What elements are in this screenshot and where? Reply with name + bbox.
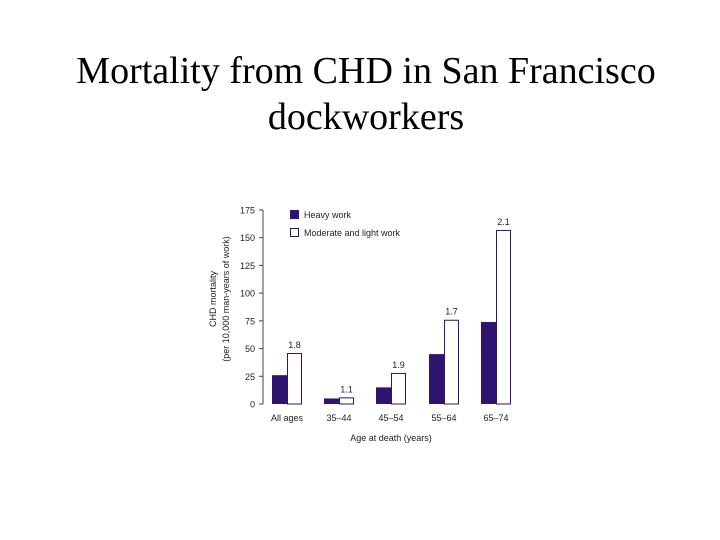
slide-title: Mortality from CHD in San Francisco dock… xyxy=(0,48,720,140)
legend-swatch-moderate-light-work xyxy=(290,228,299,237)
ratio-label: 1.8 xyxy=(288,340,301,350)
x-tick-label: 55–64 xyxy=(431,413,456,423)
chart-bars xyxy=(272,229,511,405)
chart-legend: Heavy work Moderate and light work xyxy=(290,210,401,238)
ratio-label: 2.1 xyxy=(497,217,510,227)
ratio-label: 1.1 xyxy=(340,384,353,394)
x-tick-label: 45–54 xyxy=(378,413,403,423)
bar-moderate-light-work xyxy=(339,397,354,405)
chart-axes: 0 25 50 75 100 125 150 175 CHD mortality (per 10,… xyxy=(208,206,432,444)
bar-moderate-light-work xyxy=(444,319,459,405)
y-tick-label: 100 xyxy=(240,289,255,299)
ratio-label: 1.9 xyxy=(392,360,405,370)
y-tick-label: 175 xyxy=(240,206,255,216)
bar-heavy-work xyxy=(376,387,391,404)
legend-label-heavy-work: Heavy work xyxy=(304,210,352,220)
y-axis-subtitle: (per 10,000 man-years of work) xyxy=(221,236,231,362)
x-axis-title: Age at death (years) xyxy=(350,433,432,443)
bar-moderate-light-work xyxy=(496,229,511,405)
y-tick-label: 50 xyxy=(245,344,255,354)
ratio-label: 1.7 xyxy=(445,307,458,317)
y-axis-title: CHD mortality xyxy=(208,271,218,328)
x-tick-label: 35–44 xyxy=(326,413,351,423)
x-tick-label: All ages xyxy=(271,413,304,423)
chart-labels: 1.8 All ages 1.1 35–44 1.9 45–54 1.7 55–64 2.1 65… xyxy=(271,217,510,423)
bar-heavy-work xyxy=(324,398,339,404)
legend-swatch-heavy-work xyxy=(290,210,299,219)
title-line-1: Mortality from CHD in San Francisco xyxy=(76,50,656,92)
y-tick-label: 150 xyxy=(240,233,255,243)
y-tick-label: 125 xyxy=(240,261,255,271)
y-tick-label: 25 xyxy=(245,372,255,382)
bar-moderate-light-work xyxy=(391,372,406,405)
legend-label-moderate-light-work: Moderate and light work xyxy=(304,228,401,238)
x-tick-label: 65–74 xyxy=(483,413,508,423)
y-tick-label: 75 xyxy=(245,316,255,326)
bar-heavy-work xyxy=(429,354,444,404)
bar-moderate-light-work xyxy=(287,353,302,405)
y-tick-label: 0 xyxy=(250,400,255,410)
bar-heavy-work xyxy=(481,321,496,404)
title-line-2: dockworkers xyxy=(267,96,465,138)
bar-heavy-work xyxy=(272,375,287,404)
